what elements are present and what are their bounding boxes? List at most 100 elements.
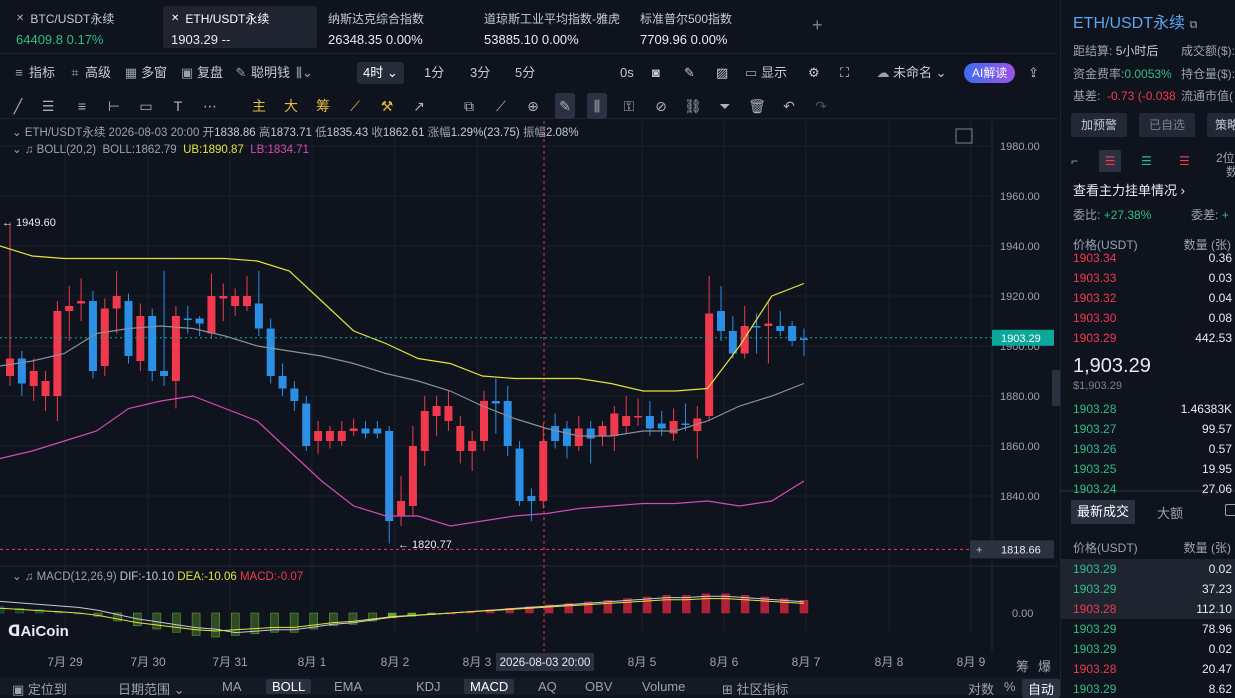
- add-alert-button[interactable]: 加预警: [1071, 113, 1127, 137]
- rect-tool-icon[interactable]: ▭: [139, 98, 153, 114]
- ind-kdj[interactable]: KDJ: [416, 679, 441, 694]
- layout-name-button[interactable]: ☁ 未命名 ⌄: [876, 58, 947, 88]
- tab-large[interactable]: 大额: [1157, 506, 1184, 521]
- bell-icon[interactable]: ♫: [24, 144, 34, 156]
- channel-tool-icon[interactable]: ≡: [77, 98, 87, 114]
- bell-icon[interactable]: ♫: [24, 571, 34, 583]
- main-force-button[interactable]: 主: [252, 98, 266, 114]
- smart-money-button[interactable]: ✎ 聪明钱 ⫼⌄: [234, 58, 313, 88]
- camera-icon[interactable]: ◙: [652, 65, 660, 80]
- expand-icon[interactable]: [955, 128, 973, 144]
- magnet-icon[interactable]: ⫼: [587, 93, 607, 119]
- interval-1m[interactable]: 1分: [424, 65, 445, 80]
- bid-row[interactable]: 1903.26 0.57: [1061, 439, 1235, 459]
- advanced-button[interactable]: ⌗ 高级: [68, 58, 111, 88]
- undo-icon[interactable]: ↶: [783, 98, 795, 114]
- book-bids-icon[interactable]: ☰: [1141, 154, 1152, 168]
- ask-row[interactable]: 1903.29 442.53: [1061, 328, 1235, 348]
- cursor-plus-icon[interactable]: +: [976, 544, 982, 556]
- book-mode-icon[interactable]: ⌐: [1071, 154, 1079, 168]
- bid-row[interactable]: 1903.27 99.57: [1061, 419, 1235, 439]
- precision-select[interactable]: 2位: [1216, 151, 1235, 165]
- ticker-btc[interactable]: ✕ BTC/USDT永续 64409.8 0.17%: [8, 6, 158, 48]
- redo-icon[interactable]: ↷: [815, 98, 827, 114]
- depth-link[interactable]: 查看主力挂单情况 ›: [1073, 183, 1185, 198]
- tab-trades[interactable]: 最新成交: [1071, 500, 1136, 524]
- add-tab-button[interactable]: +: [812, 15, 823, 35]
- panel-collapse-handle[interactable]: [1052, 370, 1060, 406]
- replay-button[interactable]: ▣ 复盘: [180, 58, 223, 88]
- filter-icon[interactable]: ⏷: [719, 98, 731, 114]
- panel-title[interactable]: ETH/USDT永续 ⧉: [1073, 9, 1197, 33]
- image-icon[interactable]: ▨: [716, 65, 729, 80]
- trade-row[interactable]: 1903.29 78.96: [1061, 619, 1235, 639]
- signal-icon[interactable]: ⟋: [350, 98, 360, 114]
- ticker-nasdaq[interactable]: 纳斯达克综合指数 26348.35 0.00%: [320, 6, 470, 48]
- multi-window-button[interactable]: ▦ 多窗: [124, 58, 167, 88]
- fullscreen-icon[interactable]: ⛶: [840, 65, 850, 80]
- log-toggle[interactable]: 对数: [968, 682, 995, 697]
- date-range-button[interactable]: 日期范围 ⌄: [118, 682, 185, 697]
- favorite-button[interactable]: 已自选: [1139, 113, 1195, 137]
- ind-ma[interactable]: MA: [222, 679, 242, 694]
- ray-tool-icon[interactable]: ⊢: [107, 98, 121, 114]
- book-both-icon[interactable]: ☰: [1099, 150, 1121, 172]
- ask-row[interactable]: 1903.33 0.03: [1061, 268, 1235, 288]
- interval-0s[interactable]: 0s: [620, 65, 634, 80]
- ind-aq[interactable]: AQ: [538, 679, 557, 694]
- collapse-icon[interactable]: ⌄: [12, 127, 22, 139]
- indicators-button[interactable]: ≡ 指标: [12, 58, 55, 88]
- settings-icon[interactable]: ⚙: [808, 65, 820, 80]
- share-icon[interactable]: ⇪: [1028, 65, 1039, 80]
- lock-icon[interactable]: ⚿: [623, 98, 635, 114]
- interval-4h[interactable]: 4时 ⌄: [357, 62, 404, 84]
- ind-boll[interactable]: BOLL: [266, 679, 312, 694]
- ask-row[interactable]: 1903.34 0.36: [1061, 248, 1235, 268]
- trash-icon[interactable]: 🗑: [748, 98, 766, 114]
- pen-icon[interactable]: ✎: [555, 93, 575, 119]
- external-link-icon[interactable]: ⧉: [1189, 19, 1198, 31]
- ind-volume[interactable]: Volume: [642, 679, 686, 694]
- hide-icon[interactable]: ⊘: [655, 98, 667, 114]
- ticker-sp500[interactable]: 标准普尔500指数 7709.96 0.00%: [632, 6, 782, 48]
- text-tool-icon[interactable]: T: [173, 98, 183, 114]
- trade-row[interactable]: 1903.29 8.62: [1061, 679, 1235, 695]
- hline-tool-icon[interactable]: ☰: [41, 98, 55, 114]
- interval-3m[interactable]: 3分: [470, 65, 491, 80]
- zoom-icon[interactable]: ⊕: [527, 98, 539, 114]
- chip-toggle[interactable]: 筹: [1016, 659, 1030, 674]
- auto-toggle[interactable]: 自动: [1022, 679, 1061, 698]
- ai-analysis-button[interactable]: AI解读: [964, 63, 1016, 83]
- large-checkbox[interactable]: [1225, 504, 1235, 516]
- strategy-icon[interactable]: ↗: [413, 98, 425, 114]
- measure-tool-icon[interactable]: ⋯: [203, 98, 217, 114]
- trade-row[interactable]: 1903.29 0.02: [1061, 639, 1235, 659]
- trade-row[interactable]: 1903.28 20.47: [1061, 659, 1235, 679]
- link-icon[interactable]: ⛓: [684, 98, 702, 114]
- community-indicators[interactable]: ⊞ 社区指标: [722, 679, 789, 698]
- ticker-eth[interactable]: ✕ ETH/USDT永续 1903.29 --: [163, 6, 317, 48]
- big-order-button[interactable]: 大: [284, 98, 298, 114]
- ticker-dow[interactable]: 道琼斯工业平均指数-雅虎 53885.10 0.00%: [476, 6, 626, 48]
- bid-row[interactable]: 1903.25 19.95: [1061, 459, 1235, 479]
- locate-button[interactable]: ▣ 定位到: [12, 679, 67, 698]
- book-asks-icon[interactable]: ☰: [1179, 154, 1190, 168]
- price-chart[interactable]: 1980.001960.001940.001920.001900.001880.…: [0, 121, 1058, 677]
- ind-obv[interactable]: OBV: [585, 679, 613, 694]
- liquidation-toggle[interactable]: 爆: [1038, 659, 1052, 674]
- strategy-button[interactable]: 策略: [1207, 113, 1235, 137]
- ind-macd[interactable]: MACD: [464, 679, 515, 694]
- interval-5m[interactable]: 5分: [515, 65, 536, 80]
- edit-icon[interactable]: ✎: [684, 65, 695, 80]
- chip-button[interactable]: 筹: [316, 98, 330, 114]
- ask-row[interactable]: 1903.32 0.04: [1061, 288, 1235, 308]
- collapse-icon[interactable]: ⌄: [12, 571, 22, 583]
- ruler-icon[interactable]: ⟋: [496, 98, 506, 114]
- trade-row[interactable]: 1903.29 0.02: [1061, 559, 1235, 579]
- ask-row[interactable]: 1903.30 0.08: [1061, 308, 1235, 328]
- trade-row[interactable]: 1903.29 37.23: [1061, 579, 1235, 599]
- display-button[interactable]: ▭ 显示: [744, 58, 787, 88]
- collapse-icon[interactable]: ⌄: [12, 144, 22, 156]
- percent-toggle[interactable]: %: [1004, 679, 1016, 694]
- order-icon[interactable]: ⚒: [380, 98, 394, 114]
